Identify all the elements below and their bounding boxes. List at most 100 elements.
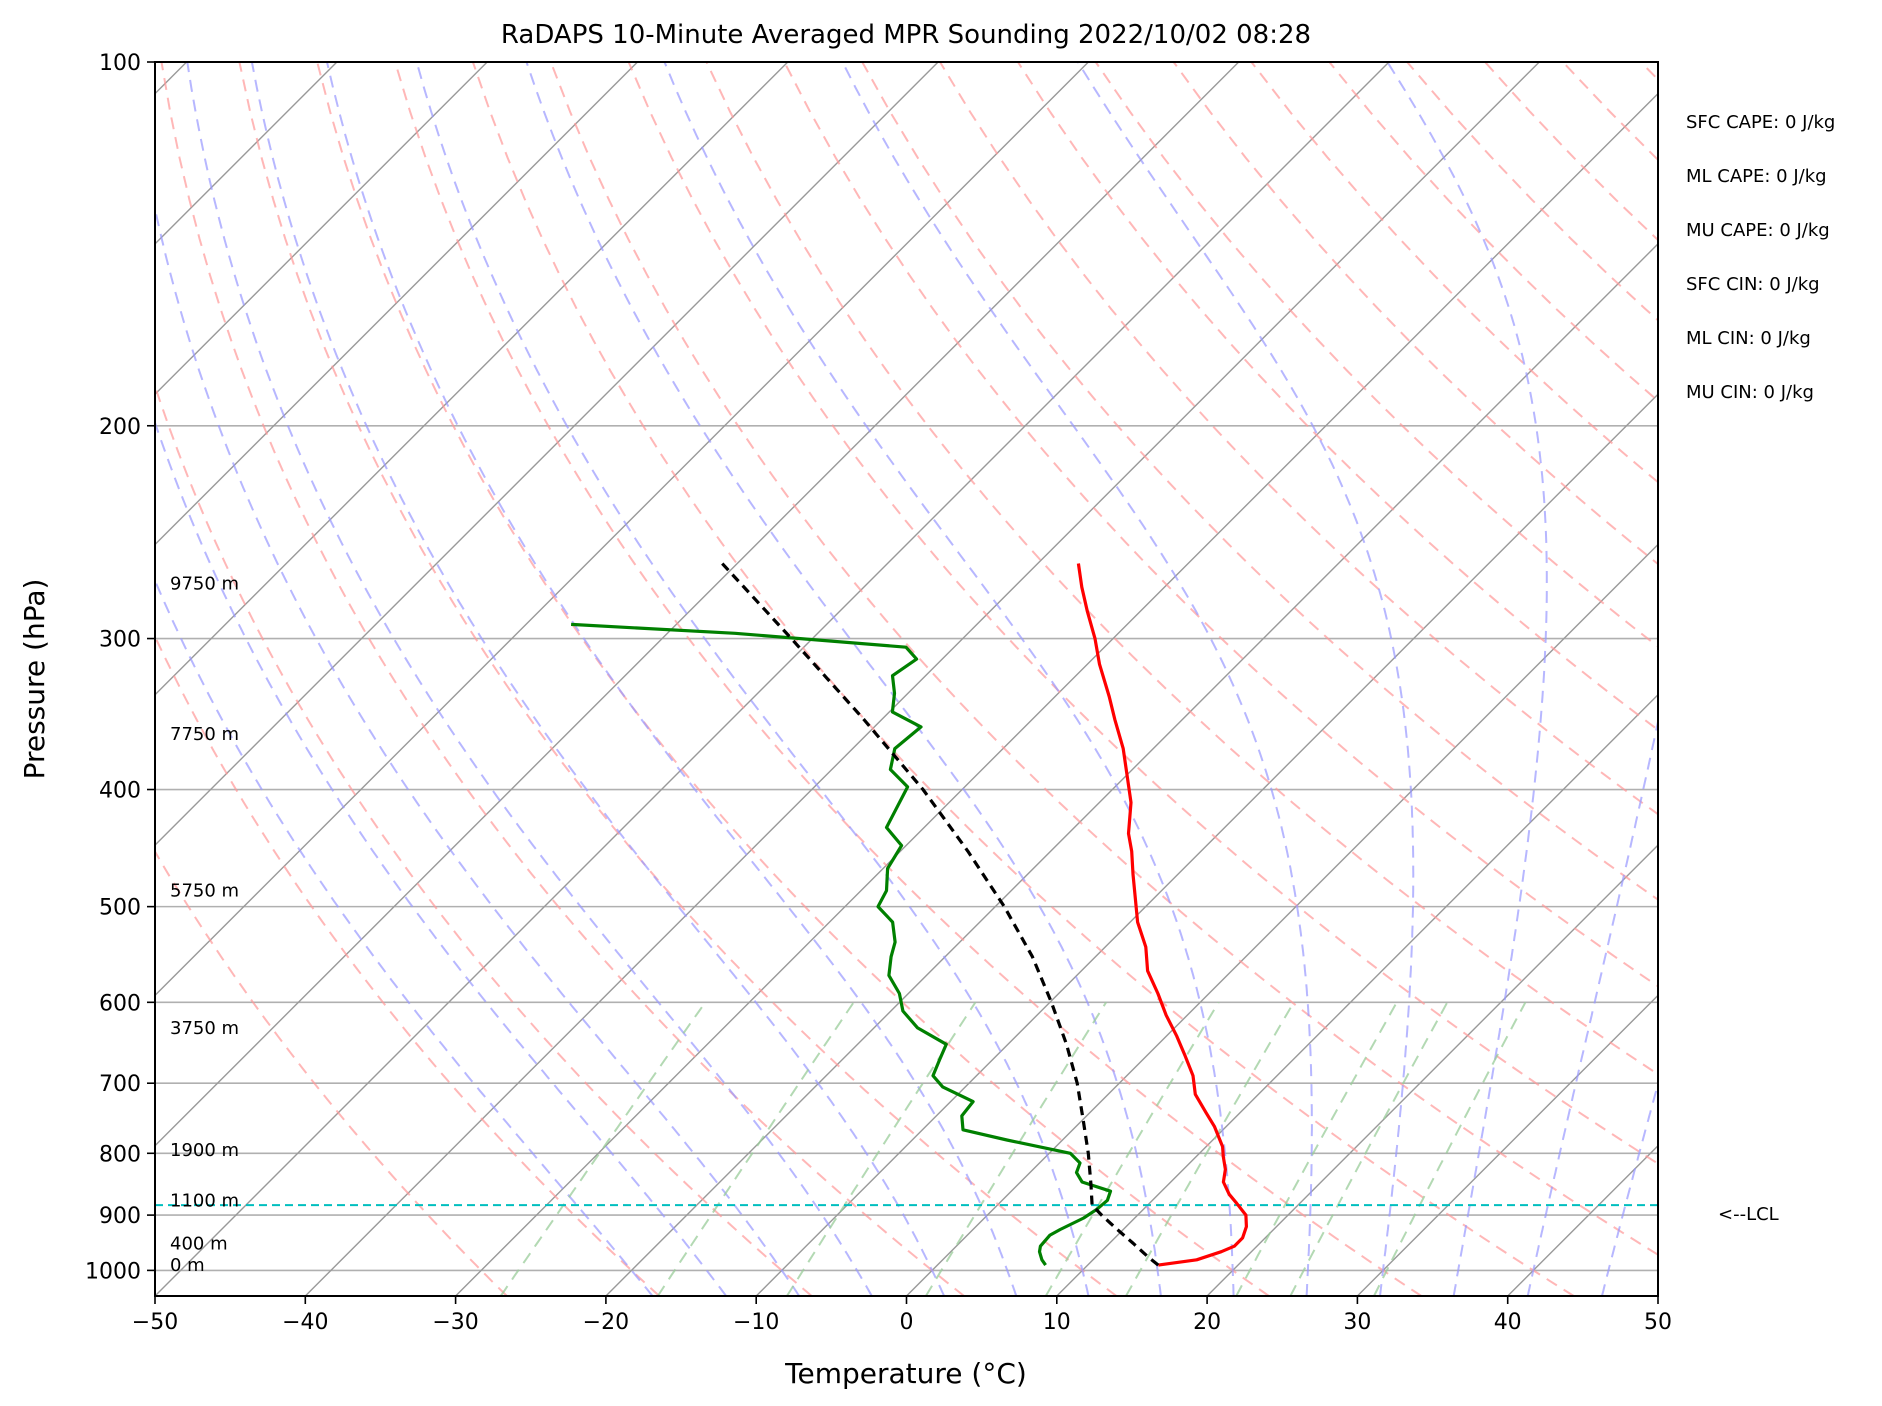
x-tick-label: 40: [1494, 1310, 1522, 1335]
dry-adiabat-line: [1719, 62, 1882, 1296]
moist-adiabat-line: [1526, 716, 1658, 1296]
x-tick-label: −10: [733, 1310, 779, 1335]
isotherm-line: [155, 62, 789, 696]
moist-adiabat-line: [415, 62, 1090, 1296]
x-tick-label: 0: [900, 1310, 914, 1335]
moist-adiabat-line: [326, 62, 1018, 1296]
mixing-ratio-line: [1373, 1001, 1527, 1296]
moist-adiabat-line: [155, 204, 801, 1296]
isotherm-line: [155, 62, 488, 396]
dry-adiabat-line: [861, 62, 1658, 901]
x-axis-label: Temperature (°C): [784, 1357, 1027, 1390]
dry-adiabat-line: [238, 62, 1118, 1296]
moist-adiabat-line: [1601, 1080, 1658, 1296]
dry-adiabat-line: [316, 62, 1270, 1296]
y-ticks: 100 200 300 400 500 600 700 800 900 1000: [85, 51, 155, 1284]
mixing-ratio-line: [1044, 1001, 1220, 1296]
x-tick-label: 30: [1343, 1310, 1371, 1335]
height-label: 7750 m: [170, 724, 239, 745]
chart-title: RaDAPS 10-Minute Averaged MPR Sounding 2…: [501, 20, 1311, 50]
moist-adiabat-line: [841, 62, 1313, 1296]
moist-adiabat-line: [525, 62, 1162, 1296]
dewpoint-profile: [571, 622, 1113, 1267]
x-tick-label: −40: [282, 1310, 328, 1335]
mixing-ratio-line: [1289, 1001, 1449, 1296]
y-tick-label: 500: [99, 896, 141, 921]
parameter-label: ML CIN: 0 J/kg: [1686, 328, 1811, 349]
isotherm-line: [304, 62, 1540, 1296]
y-tick-label: 700: [99, 1072, 141, 1097]
moist-adiabat-line: [155, 419, 727, 1296]
moist-adiabat-line: [186, 62, 873, 1296]
parcel-path: [721, 562, 1160, 1267]
parameter-label: SFC CAPE: 0 J/kg: [1686, 112, 1835, 133]
dry-adiabat-line: [705, 62, 1658, 1076]
isotherm-line: [1507, 1144, 1658, 1296]
plot-frame: [154, 61, 1659, 1297]
parameter-label: ML CAPE: 0 J/kg: [1686, 166, 1827, 187]
y-tick-label: 100: [99, 51, 141, 76]
dry-adiabat-line: [155, 634, 660, 1296]
moist-adiabat-line: [1077, 62, 1415, 1296]
dry-adiabat-line: [939, 62, 1658, 816]
y-tick-label: 300: [99, 628, 141, 653]
convective-parameters: SFC CAPE: 0 J/kg ML CAPE: 0 J/kg MU CAPE: …: [1686, 112, 1835, 403]
y-axis-label: Pressure (hPa): [18, 579, 51, 780]
y-tick-label: 600: [99, 991, 141, 1016]
moist-adiabat-line: [1677, 62, 1882, 1296]
isotherm-line: [1056, 693, 1658, 1296]
temperature-profile: [1076, 563, 1248, 1267]
x-tick-label: −20: [583, 1310, 629, 1335]
lcl-label: <--LCL: [1718, 1204, 1779, 1225]
moist-adiabat-line: [1386, 62, 1548, 1296]
x-tick-label: 10: [1043, 1310, 1071, 1335]
moist-adiabat-line: [663, 62, 1235, 1296]
x-tick-label: 50: [1644, 1310, 1672, 1335]
isotherm-line: [155, 62, 638, 546]
dry-adiabat-line: [1250, 62, 1658, 484]
y-tick-label: 400: [99, 779, 141, 804]
isotherm-line: [155, 62, 1390, 1296]
dry-adiabat-line: [1639, 62, 1658, 81]
isotherm-line: [1657, 1295, 1658, 1296]
isotherm-line: [1356, 994, 1658, 1296]
mixing-ratio-line: [656, 1001, 855, 1296]
dry-adiabat-line: [1017, 62, 1658, 732]
sounding-series: [155, 562, 1658, 1267]
dry-adiabat-line: [471, 62, 1575, 1296]
background-lines: [155, 62, 1882, 1296]
height-label: 1100 m: [170, 1190, 239, 1211]
dry-adiabat-line: [1328, 62, 1658, 403]
height-label: 5750 m: [170, 881, 239, 902]
height-label: 3750 m: [170, 1018, 239, 1039]
height-label: 9750 m: [170, 573, 239, 594]
dry-adiabat-line: [549, 62, 1658, 1256]
parameter-label: MU CIN: 0 J/kg: [1686, 382, 1814, 403]
mixing-ratio-line: [499, 1001, 707, 1296]
isotherm-line: [605, 242, 1658, 1296]
dry-adiabat-line: [394, 62, 1422, 1296]
dry-adiabat-line: [1562, 62, 1658, 162]
x-tick-label: −30: [432, 1310, 478, 1335]
moist-adiabat-line: [250, 62, 946, 1296]
isotherm-line: [755, 393, 1658, 1296]
dry-adiabat-line: [627, 62, 1658, 1165]
isotherm-line: [155, 62, 1240, 1147]
y-tick-label: 800: [99, 1142, 141, 1167]
dry-adiabat-line: [1406, 62, 1658, 322]
dry-adiabat-line: [160, 62, 965, 1296]
height-label: 1900 m: [170, 1140, 239, 1161]
dry-adiabat-line: [1094, 62, 1658, 648]
isotherm-line: [155, 62, 939, 847]
y-tick-label: 900: [99, 1204, 141, 1229]
x-tick-label: 20: [1193, 1310, 1221, 1335]
moist-adiabat-line: [155, 578, 654, 1296]
y-tick-label: 1000: [85, 1259, 141, 1284]
parameter-label: SFC CIN: 0 J/kg: [1686, 274, 1820, 295]
isotherm-line: [906, 543, 1658, 1296]
mixing-ratio-line: [1125, 1001, 1295, 1296]
height-label: 0 m: [170, 1255, 205, 1276]
dry-adiabat-line: [783, 62, 1658, 988]
